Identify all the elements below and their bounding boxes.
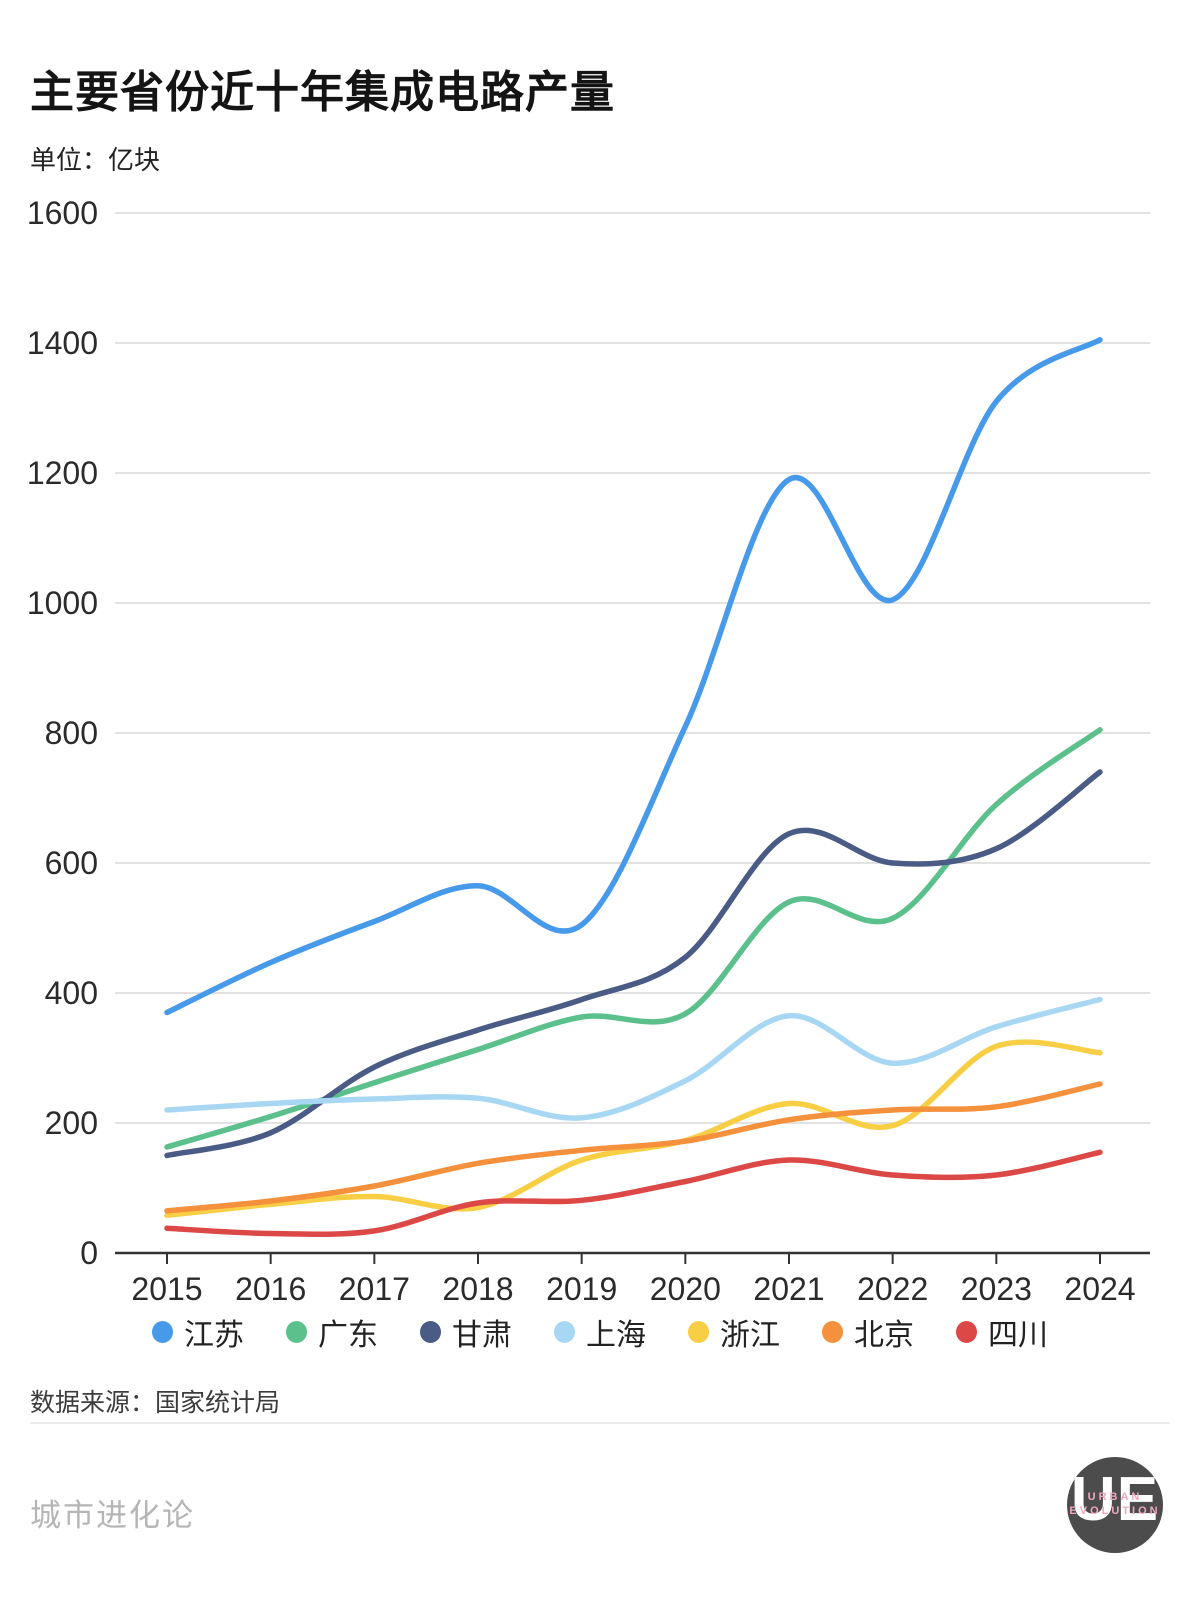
legend-label-zhejiang: 浙江: [720, 1319, 780, 1352]
x-tick-label: 2019: [546, 1271, 617, 1307]
legend-item-guangdong: 广东: [286, 1310, 378, 1354]
source-note: 数据来源：国家统计局: [30, 1389, 281, 1417]
legend-item-jiangsu: 江苏: [152, 1310, 244, 1354]
legend-label-shanghai: 上海: [586, 1319, 646, 1352]
series-line-zhejiang: [164, 1039, 1103, 1219]
legend-dot-jiangsu: [152, 1321, 173, 1343]
legend-dot-guangdong: [286, 1321, 307, 1343]
legend-label-sichuan: 四川: [988, 1319, 1048, 1352]
logo-subtext-line1: URBAN: [1087, 1491, 1143, 1503]
logo-subtext: URBAN EVOLUTION: [1067, 1490, 1163, 1518]
legend-item-shanghai: 上海: [554, 1310, 646, 1354]
x-tick-label: 2024: [1064, 1271, 1135, 1307]
series-line-guangdong: [164, 727, 1103, 1150]
x-tick-label: 2021: [753, 1271, 824, 1307]
legend-dot-gansu: [420, 1321, 441, 1343]
y-tick-label: 1000: [27, 585, 98, 621]
footer-divider: [30, 1422, 1170, 1424]
x-tick-label: 2015: [131, 1271, 202, 1307]
line-chart: 0 200 400 600 800 1000 1200 1400 1600 2015 2016 201…: [27, 195, 1150, 1307]
x-tick-label: 2016: [235, 1271, 306, 1307]
legend: 江苏 广东 甘肃 上海 浙江 北京 四川: [0, 1310, 1200, 1354]
legend-label-jiangsu: 江苏: [184, 1319, 244, 1352]
logo-monogram: UE: [1070, 1464, 1160, 1534]
y-tick-label: 0: [80, 1235, 98, 1271]
legend-label-beijing: 北京: [854, 1319, 914, 1352]
y-tick-label: 1600: [27, 195, 98, 231]
y-tick-label: 200: [45, 1105, 98, 1141]
unit-label: 单位：亿块: [30, 145, 161, 175]
legend-item-sichuan: 四川: [956, 1310, 1048, 1354]
x-tick-label: 2023: [961, 1271, 1032, 1307]
legend-dot-sichuan: [956, 1321, 977, 1343]
x-tick-label: 2020: [650, 1271, 721, 1307]
series-line-sichuan: [164, 1149, 1103, 1238]
x-tick-label: 2022: [857, 1271, 928, 1307]
brand-logo: UE URBAN EVOLUTION: [1067, 1457, 1163, 1553]
series-line-gansu: [164, 769, 1103, 1159]
legend-dot-zhejiang: [688, 1321, 709, 1343]
y-tick-label: 800: [45, 715, 98, 751]
series-line-jiangsu: [164, 337, 1103, 1016]
y-tick-label: 1400: [27, 325, 98, 361]
legend-dot-shanghai: [554, 1321, 575, 1343]
y-tick-label: 400: [45, 975, 98, 1011]
x-tick-label: 2017: [339, 1271, 410, 1307]
y-tick-label: 1200: [27, 455, 98, 491]
legend-dot-beijing: [822, 1321, 843, 1343]
chart-title: 主要省份近十年集成电路产量: [30, 68, 615, 117]
legend-item-gansu: 甘肃: [420, 1310, 512, 1354]
series-line-beijing: [164, 1081, 1103, 1214]
y-tick-label: 600: [45, 845, 98, 881]
x-tick-label: 2018: [442, 1271, 513, 1307]
legend-label-guangdong: 广东: [318, 1319, 378, 1352]
legend-item-zhejiang: 浙江: [688, 1310, 780, 1354]
brand-name: 城市进化论: [30, 1498, 195, 1533]
legend-label-gansu: 甘肃: [452, 1319, 512, 1352]
series-line-shanghai: [164, 996, 1103, 1121]
legend-item-beijing: 北京: [822, 1310, 914, 1354]
logo-subtext-line2: EVOLUTION: [1069, 1505, 1161, 1517]
